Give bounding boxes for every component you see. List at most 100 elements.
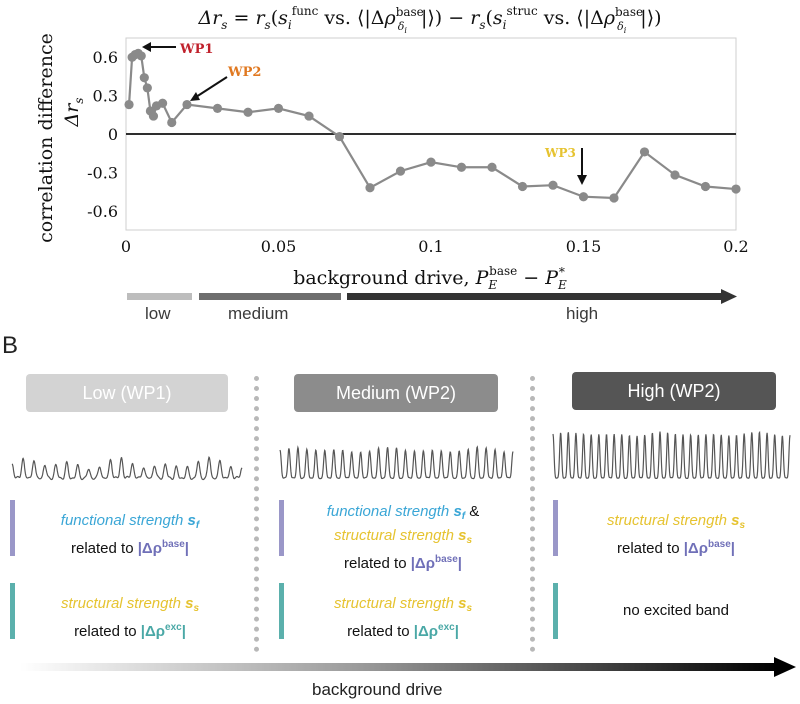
exc-marker-bar (553, 583, 558, 639)
x-tick-label: 0.15 (566, 237, 602, 256)
regime-label-medium: medium (228, 304, 289, 323)
regime-bar-medium (199, 293, 341, 300)
data-point (639, 147, 650, 157)
data-point (182, 99, 192, 110)
delta-rho: |Δρ (140, 623, 166, 640)
low-row1-func: functional strength (60, 512, 188, 529)
data-point (609, 193, 619, 203)
delta-rho: |Δρ (683, 540, 708, 557)
activity-trace-low (11, 456, 243, 481)
related-to: related to (617, 540, 684, 557)
background-drive-gradient-arrow (20, 663, 778, 671)
high-row1-struc: structural strength (606, 512, 732, 529)
delta-rho-sup: base (434, 554, 458, 565)
regime-label-high: high (566, 304, 599, 323)
wp1-label: WP1 (179, 42, 213, 57)
data-point (212, 103, 223, 113)
header-high: High (WP2) (572, 372, 776, 410)
data-point (731, 184, 741, 194)
delta-rho-sup: base (161, 539, 185, 550)
low-row2-text: structural strength ss related to |Δρexc… (20, 594, 240, 641)
data-point (136, 51, 146, 61)
regime-label-low: low (145, 304, 171, 323)
related-to: related to (347, 623, 414, 640)
low-row1-text: functional strength sf related to |Δρbas… (20, 511, 240, 558)
var-s: s (458, 527, 467, 544)
data-point (578, 192, 589, 202)
data-point (158, 98, 168, 108)
header-low: Low (WP1) (26, 374, 228, 412)
delta-rho-sup: exc (438, 622, 455, 633)
correlation-difference-chart: Δrs = rs(sifunc vs. ⟨|Δρbase δi|⟩) − rs(s… (35, 4, 749, 304)
series-line (127, 52, 737, 200)
wp1-annotation: WP1 (142, 42, 213, 57)
wp2-annotation: WP2 (190, 65, 261, 101)
y-tick-label: 0.6 (93, 48, 118, 67)
data-point (517, 181, 528, 192)
var-s: s (731, 512, 740, 529)
data-point (148, 111, 159, 121)
delta-rho: |Δρ (413, 623, 439, 640)
data-point (670, 170, 680, 180)
var-s: s (185, 595, 194, 612)
medium-row1-func: functional strength (326, 503, 454, 520)
column-separator (254, 376, 259, 652)
exc-marker-bar (10, 583, 15, 639)
medium-row1-text: functional strength sf & structural stre… (288, 502, 518, 573)
y-tick-label: 0 (108, 125, 118, 144)
column-separator (530, 376, 535, 652)
activity-trace-high (552, 430, 791, 479)
data-point (124, 99, 134, 110)
abs-close: | (454, 623, 459, 640)
var-sub: s (739, 520, 746, 531)
var-s: s (187, 512, 196, 529)
var-sub: s (466, 603, 473, 614)
var-sub: f (195, 520, 200, 531)
chart-title: Δrs = rs(sifunc vs. ⟨|Δρbase δi|⟩) − rs(s… (197, 4, 661, 35)
data-point (167, 117, 177, 128)
data-point (243, 107, 253, 117)
panel-letter: B (2, 332, 19, 359)
var-sub: s (466, 535, 473, 546)
abs-close: | (181, 623, 186, 640)
var-s: s (458, 595, 467, 612)
related-to: related to (344, 555, 411, 572)
var-sub: s (193, 603, 200, 614)
delta-rho-sup: exc (165, 622, 182, 633)
high-row1-text: structural strength ss related to |Δρbas… (566, 511, 786, 558)
medium-row2-text: structural strength ss related to |Δρexc… (288, 594, 518, 641)
data-point (426, 157, 436, 167)
related-to: related to (74, 623, 141, 640)
data-point (395, 166, 406, 176)
related-to: related to (71, 540, 138, 557)
high-row2-text: no excited band (623, 602, 729, 619)
abs-close: | (457, 555, 462, 572)
delta-rho-sup: base (707, 539, 731, 550)
data-point (365, 183, 375, 193)
data-point (487, 162, 497, 172)
medium-row1-struc: structural strength (333, 527, 459, 544)
abs-close: | (730, 540, 735, 557)
data-point (334, 131, 345, 142)
exc-marker-bar (279, 583, 284, 639)
data-point (548, 180, 558, 190)
var-sub: f (461, 511, 466, 522)
y-axis-label: correlation difference (35, 33, 57, 243)
abs-close: | (184, 540, 189, 557)
wp3-label: WP3 (544, 146, 576, 160)
data-point (304, 111, 314, 121)
header-medium: Medium (WP2) (294, 374, 498, 412)
x-tick-label: 0 (121, 237, 131, 256)
wp2-label: WP2 (227, 65, 261, 80)
medium-row2-struc: structural strength (333, 595, 459, 612)
x-tick-label: 0.1 (418, 237, 443, 256)
data-point (139, 73, 149, 83)
base-marker-bar (279, 500, 284, 556)
regime-bar-high (347, 293, 723, 300)
y-tick-label: -0.3 (87, 163, 118, 182)
y-tick-label: -0.6 (87, 202, 118, 221)
x-axis-label: background drive, PEbase − PE* (293, 264, 567, 292)
data-point (456, 162, 467, 172)
activity-trace-medium (279, 445, 514, 480)
y-axis-symbol: Δrs (61, 98, 86, 128)
